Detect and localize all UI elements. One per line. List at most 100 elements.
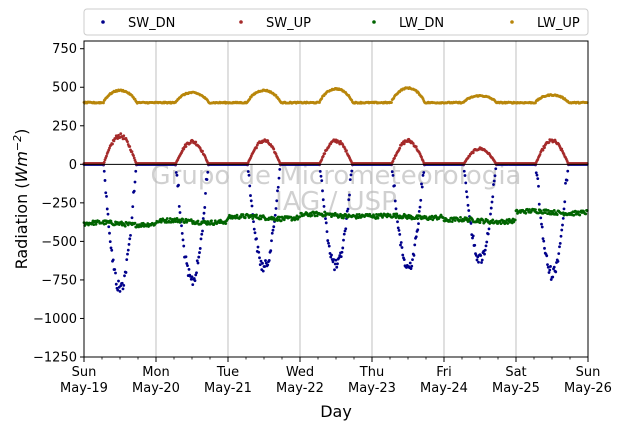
data-point — [323, 152, 327, 155]
data-point — [206, 220, 210, 223]
data-point — [327, 244, 331, 248]
legend-marker — [510, 20, 514, 24]
data-point — [186, 264, 189, 268]
x-tick-label-day: Sat — [505, 365, 526, 380]
data-point — [198, 251, 201, 254]
data-point — [181, 218, 185, 221]
data-point — [411, 142, 415, 145]
data-point — [537, 202, 541, 206]
data-point — [132, 154, 135, 158]
data-point — [184, 145, 188, 148]
data-point — [190, 275, 194, 279]
data-point — [584, 212, 588, 216]
y-axis-title-exponent: −2 — [11, 135, 24, 151]
data-point — [274, 152, 278, 156]
data-point — [146, 222, 150, 225]
x-tick-label-date: May-23 — [348, 381, 396, 396]
data-point — [559, 234, 563, 238]
data-point — [109, 219, 113, 223]
data-point — [401, 253, 405, 257]
data-point — [493, 174, 497, 178]
data-point — [396, 220, 399, 224]
data-point — [255, 146, 258, 150]
data-point — [393, 156, 396, 160]
data-point — [182, 147, 186, 151]
watermark: Grupo de Micrometeorologia IAG / USP — [151, 161, 522, 217]
data-point — [342, 232, 346, 236]
data-point — [321, 154, 325, 158]
data-point — [128, 237, 132, 241]
data-point — [487, 227, 491, 231]
data-point — [480, 261, 483, 264]
data-point — [248, 184, 252, 188]
y-tick-label: 750 — [52, 42, 77, 57]
data-point — [112, 139, 116, 143]
data-point — [397, 228, 401, 232]
data-point — [563, 200, 567, 204]
data-point — [325, 230, 329, 233]
data-point — [459, 215, 462, 219]
x-tick-label-date: May-24 — [420, 381, 468, 396]
data-point — [390, 170, 394, 174]
data-point — [322, 204, 326, 208]
data-point — [132, 156, 136, 160]
data-point — [399, 241, 403, 244]
data-point — [178, 211, 182, 214]
data-point — [102, 169, 106, 173]
data-point — [247, 173, 251, 177]
data-point — [391, 174, 395, 177]
data-point — [471, 236, 474, 240]
data-point — [450, 220, 454, 223]
data-point — [177, 205, 181, 208]
data-point — [494, 167, 498, 171]
data-point — [246, 170, 250, 173]
data-point — [348, 193, 351, 197]
data-point — [250, 204, 254, 208]
data-point — [492, 179, 496, 183]
data-point — [319, 174, 323, 178]
data-point — [197, 255, 201, 259]
data-point — [558, 245, 561, 249]
data-point — [417, 222, 420, 226]
data-point — [105, 195, 108, 198]
data-point — [102, 160, 106, 164]
x-tick-label-day: Sun — [72, 365, 97, 380]
data-point — [402, 142, 406, 146]
data-point — [416, 217, 420, 220]
data-point — [513, 218, 517, 222]
data-point — [409, 267, 413, 270]
data-point — [326, 239, 330, 242]
data-point — [576, 210, 580, 214]
data-point — [341, 246, 345, 250]
data-point — [203, 206, 207, 209]
data-point — [554, 270, 558, 274]
data-point — [174, 220, 177, 223]
data-point — [393, 184, 396, 188]
data-point — [180, 149, 184, 153]
data-point — [174, 171, 178, 174]
data-point — [475, 258, 479, 262]
data-point — [345, 149, 348, 153]
data-point — [512, 220, 516, 224]
data-point — [324, 217, 327, 220]
data-point — [104, 191, 108, 195]
data-point — [465, 190, 468, 194]
data-point — [122, 283, 126, 287]
data-point — [263, 265, 267, 268]
data-point — [181, 238, 185, 242]
data-point — [555, 213, 559, 217]
data-point — [545, 254, 549, 258]
data-point — [420, 155, 423, 159]
data-point — [130, 216, 134, 220]
data-point — [420, 185, 424, 189]
data-point — [191, 283, 195, 286]
data-point — [421, 173, 425, 177]
data-point — [543, 246, 546, 250]
series-lw-up — [82, 86, 589, 105]
data-point — [94, 222, 98, 226]
data-point — [540, 225, 544, 229]
data-point — [486, 232, 490, 236]
data-point — [408, 261, 412, 265]
data-point — [243, 216, 247, 220]
data-point — [560, 147, 564, 151]
